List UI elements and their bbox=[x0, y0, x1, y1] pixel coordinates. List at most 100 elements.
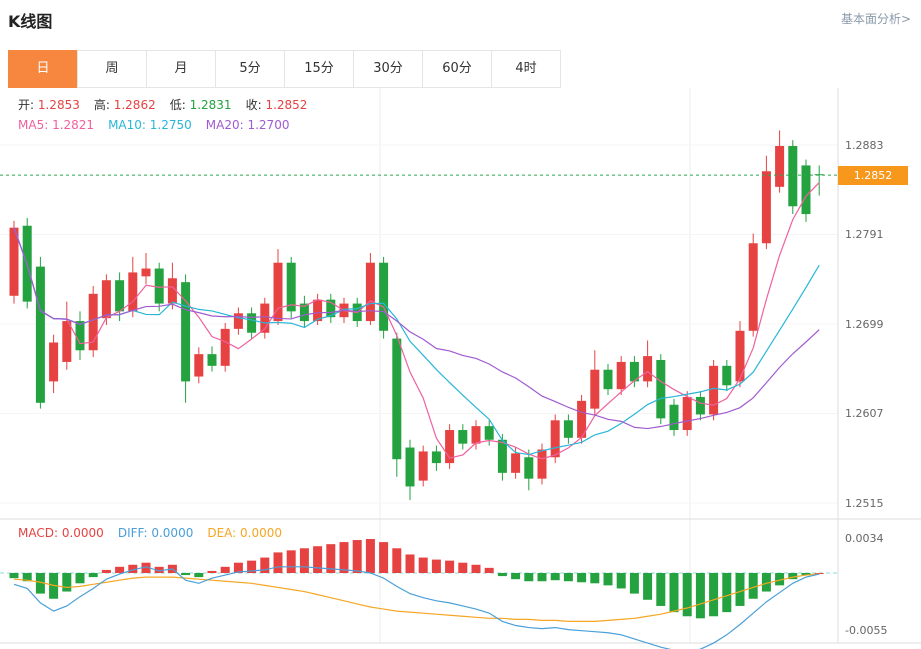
macd-bar bbox=[590, 573, 600, 584]
candle-body bbox=[286, 262, 296, 312]
macd-bar bbox=[9, 573, 19, 579]
macd-bar bbox=[352, 540, 362, 573]
macd-legend: MACD: 0.0000 DIFF: 0.0000 DEA: 0.0000 bbox=[18, 526, 296, 540]
ma5-line bbox=[13, 182, 820, 460]
tab-5min[interactable]: 5分 bbox=[215, 50, 285, 88]
macd-bar bbox=[603, 573, 613, 586]
candle-body bbox=[748, 243, 758, 331]
candle-body bbox=[379, 262, 389, 331]
candle-body bbox=[88, 293, 98, 351]
candle-body bbox=[141, 268, 151, 277]
macd-bar bbox=[722, 573, 732, 613]
macd-bar bbox=[88, 573, 98, 578]
macd-bar bbox=[194, 573, 204, 578]
candle-body bbox=[603, 369, 613, 390]
candle-body bbox=[181, 282, 191, 382]
macd-bar bbox=[128, 564, 138, 573]
candle-body bbox=[709, 365, 719, 415]
candle-body bbox=[590, 369, 600, 409]
macd-bar bbox=[484, 567, 494, 573]
macd-bar bbox=[418, 557, 428, 573]
macd-bar bbox=[788, 573, 798, 580]
tab-week[interactable]: 周 bbox=[77, 50, 147, 88]
legend-item: MA10: 1.2750 bbox=[108, 118, 192, 132]
tab-month[interactable]: 月 bbox=[146, 50, 216, 88]
macd-bar bbox=[326, 544, 336, 573]
legend-item: MA20: 1.2700 bbox=[205, 118, 290, 132]
candle-body bbox=[735, 330, 745, 382]
macd-bar bbox=[761, 573, 771, 592]
macd-bar bbox=[379, 542, 389, 573]
legend-item: DIFF: 0.0000 bbox=[117, 526, 194, 540]
tab-60min[interactable]: 60分 bbox=[422, 50, 492, 88]
macd-bar bbox=[775, 573, 785, 586]
tab-4hour[interactable]: 4时 bbox=[491, 50, 561, 88]
macd-bar bbox=[220, 566, 230, 573]
candle-body bbox=[537, 449, 547, 479]
macd-bar bbox=[75, 573, 85, 584]
legend-item: 收: 1.2852 bbox=[245, 98, 308, 112]
candle-body bbox=[299, 303, 309, 322]
candle-body bbox=[220, 328, 230, 366]
candle-body bbox=[260, 303, 270, 333]
macd-bar bbox=[814, 573, 824, 574]
ma10-line bbox=[13, 227, 820, 456]
macd-bar bbox=[616, 573, 626, 589]
macd-bar bbox=[299, 548, 309, 573]
legend-item: DEA: 0.0000 bbox=[207, 526, 283, 540]
macd-bar bbox=[154, 566, 164, 573]
macd-bar bbox=[101, 569, 111, 573]
candle-body bbox=[207, 354, 217, 366]
macd-bar bbox=[550, 573, 560, 581]
timeframe-tabs: 日周月 5分 15分 30分 60分 4时 bbox=[8, 50, 561, 88]
macd-bar bbox=[115, 566, 125, 573]
legend-item: 高: 1.2862 bbox=[93, 98, 156, 112]
candle-body bbox=[128, 272, 138, 312]
macd-bar bbox=[511, 573, 521, 580]
candle-body bbox=[75, 321, 85, 351]
legend-item: 低: 1.2831 bbox=[169, 98, 232, 112]
legend-item: MACD: 0.0000 bbox=[18, 526, 104, 540]
candle-body bbox=[405, 447, 415, 487]
candle-body bbox=[511, 453, 521, 473]
candle-body bbox=[326, 299, 336, 318]
tab-15min[interactable]: 15分 bbox=[284, 50, 354, 88]
macd-bar bbox=[748, 573, 758, 599]
candle-body bbox=[101, 280, 111, 319]
candle-body bbox=[629, 361, 639, 382]
candle-body bbox=[365, 262, 375, 322]
macd-bar bbox=[286, 550, 296, 573]
macd-bar bbox=[563, 573, 573, 582]
candle-body bbox=[656, 359, 666, 419]
macd-bar bbox=[260, 557, 270, 573]
macd-bar bbox=[247, 560, 257, 573]
tab-day[interactable]: 日 bbox=[8, 50, 78, 88]
macd-bar bbox=[682, 573, 692, 617]
page-title: K线图 bbox=[8, 12, 53, 31]
macd-bar bbox=[431, 559, 441, 573]
candle-body bbox=[418, 451, 428, 481]
candle-body bbox=[761, 171, 771, 244]
diff-line bbox=[13, 566, 820, 649]
candle-body bbox=[577, 400, 587, 438]
macd-bar bbox=[233, 562, 243, 573]
candle-body bbox=[484, 426, 494, 440]
candle-body bbox=[9, 227, 19, 296]
tab-30min[interactable]: 30分 bbox=[353, 50, 423, 88]
candle-body bbox=[313, 299, 323, 322]
macd-bar bbox=[801, 573, 811, 576]
candle-body bbox=[115, 280, 125, 312]
candle-body bbox=[801, 165, 811, 215]
fundamental-analysis-link[interactable]: 基本面分析> bbox=[840, 12, 911, 26]
macd-bar bbox=[735, 573, 745, 606]
macd-bar bbox=[656, 573, 666, 606]
macd-bar bbox=[207, 570, 217, 573]
macd-bar bbox=[392, 548, 402, 573]
candle-body bbox=[550, 420, 560, 458]
macd-bar bbox=[141, 562, 151, 573]
candle-body bbox=[775, 145, 785, 187]
macd-bar bbox=[669, 573, 679, 613]
macd-bar bbox=[524, 573, 534, 582]
